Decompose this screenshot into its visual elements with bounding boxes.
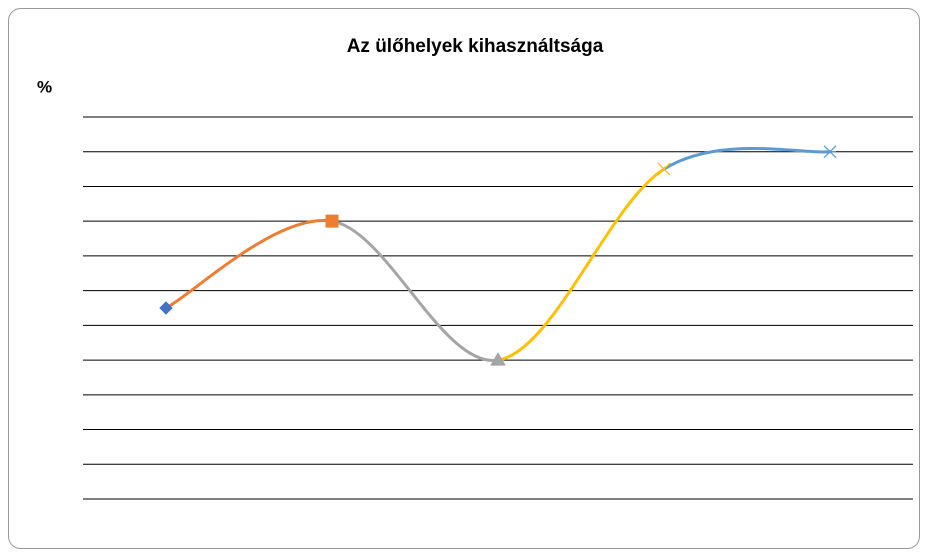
line-segment [330,219,500,362]
marker [325,214,339,228]
chart-frame [8,8,920,549]
marker [159,301,173,315]
marker [657,162,671,176]
marker [490,352,506,366]
marker [823,145,837,159]
line-segment [496,167,666,362]
chart-title: Az ülőhelyek kihasználtsága [347,36,604,57]
line-segment [662,146,832,171]
y-axis-label: % [37,77,52,96]
line-segment [164,219,334,310]
